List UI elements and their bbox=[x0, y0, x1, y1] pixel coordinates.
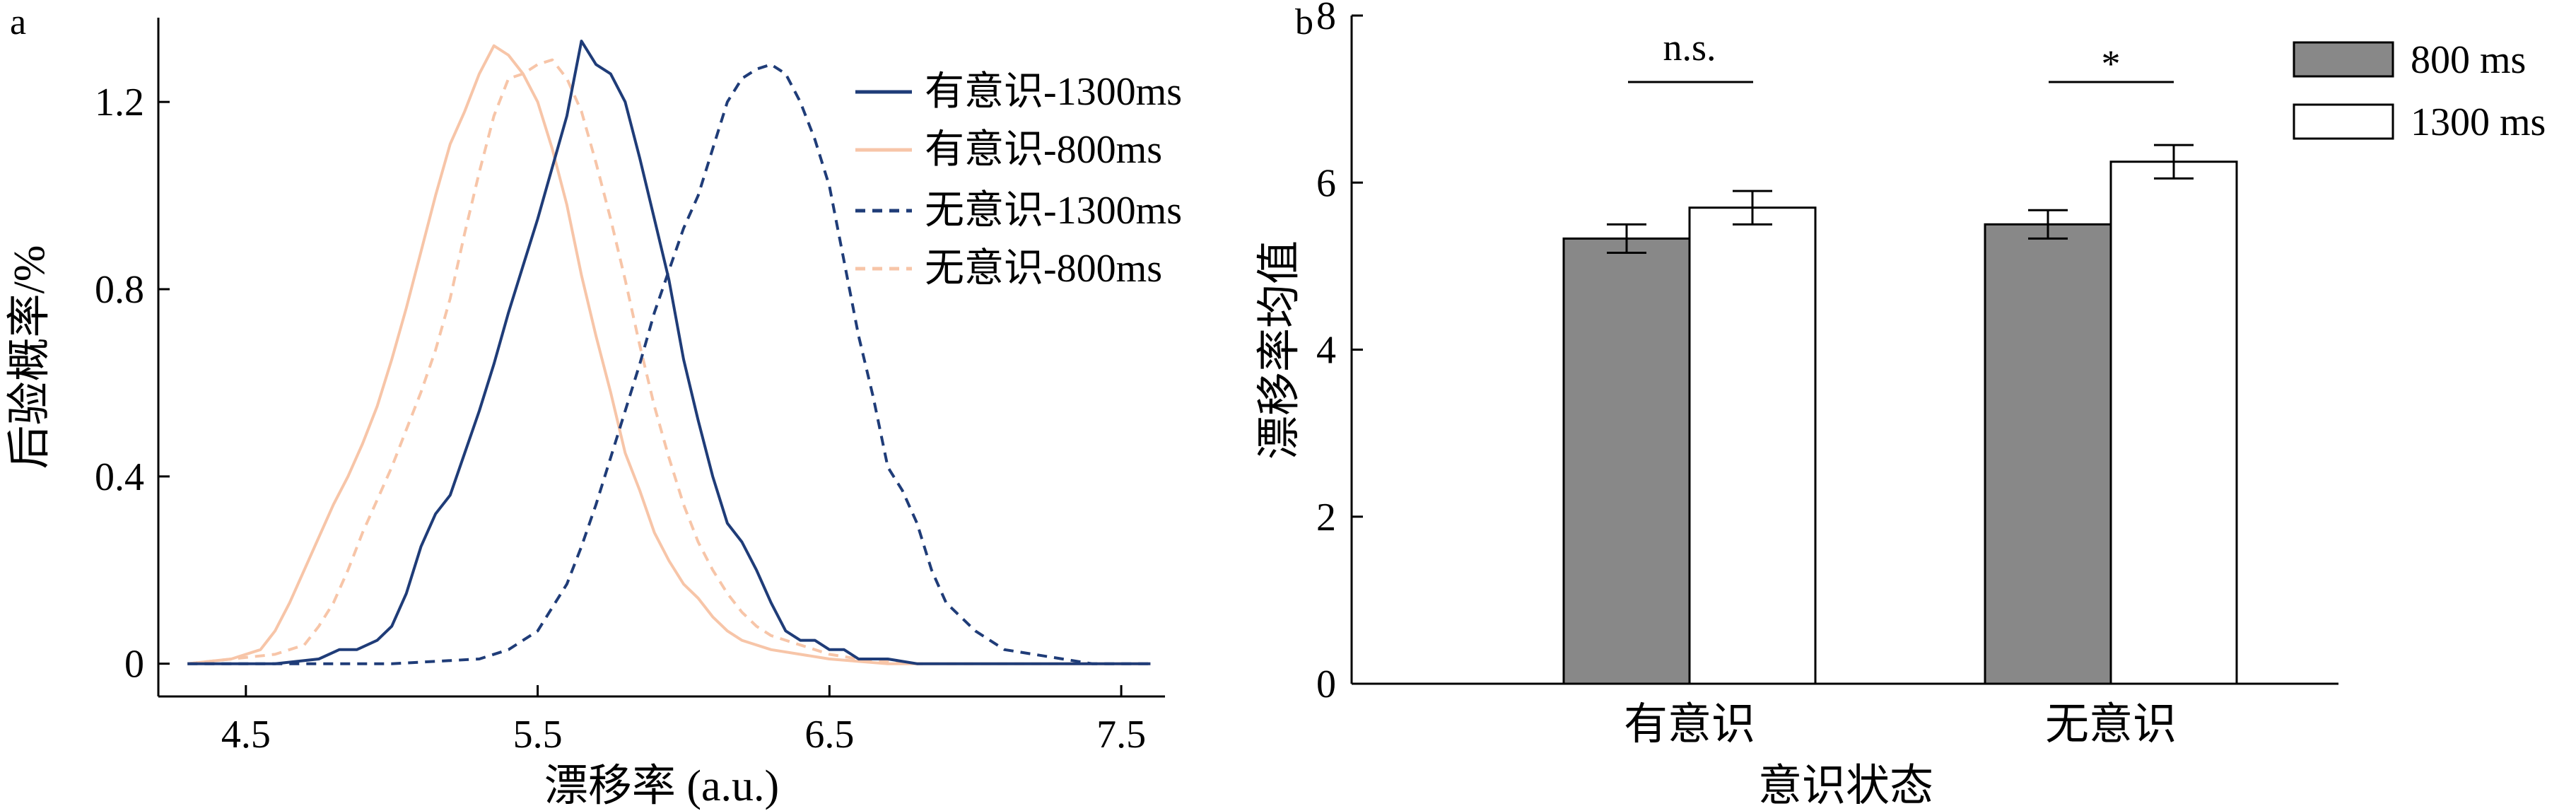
bar-conscious-1300ms bbox=[1688, 206, 1817, 685]
error-bar-unconscious-1300ms bbox=[2154, 144, 2194, 180]
sig-label-conscious: n.s. bbox=[1663, 26, 1716, 69]
panel-b-y-tick-label: 0 bbox=[1316, 663, 1336, 706]
panel-b-x-axis-label: 意识状态 bbox=[1758, 762, 1933, 810]
panel-a-legend: 有意识-1300ms 有意识-800ms 无意识-1300ms 无意识-800m… bbox=[855, 70, 1182, 291]
panel-a-y-tick-label: 1.2 bbox=[95, 81, 144, 124]
panel-a-x-axis-label: 漂移率 (a.u.) bbox=[544, 762, 779, 810]
legend-label-conscious-1300: 有意识-1300ms bbox=[925, 70, 1182, 114]
legend-label-1300ms: 1300 ms bbox=[2411, 100, 2546, 144]
panel-b-category-label: 有意识 bbox=[1624, 701, 1755, 749]
panel-b-y-tick-label: 6 bbox=[1316, 161, 1336, 205]
panel-b-bars-group bbox=[1562, 144, 2238, 685]
panel-b-y-tick-label: 4 bbox=[1316, 329, 1336, 373]
sig-label-unconscious: * bbox=[2102, 42, 2121, 85]
panel-b-y-tick-label: 2 bbox=[1316, 496, 1336, 539]
error-bar-unconscious-800ms bbox=[2028, 209, 2068, 240]
bar-conscious-800ms bbox=[1562, 237, 1691, 685]
panel-a-x-tick-label: 6.5 bbox=[804, 713, 854, 757]
panel-a-y-ticks: 0 0.4 0.8 1.2 bbox=[95, 81, 170, 687]
legend-swatch-800ms bbox=[2293, 41, 2394, 78]
panel-a-x-tick-label: 4.5 bbox=[221, 713, 271, 757]
legend-label-unconscious-800: 无意识-800ms bbox=[925, 247, 1162, 291]
panel-a-label: a bbox=[10, 2, 26, 42]
bar-unconscious-800ms bbox=[1984, 223, 2112, 685]
panel-a-x-tick-label: 5.5 bbox=[513, 713, 563, 757]
error-bar-conscious-800ms bbox=[1607, 223, 1646, 254]
panel-a-x-tick-label: 7.5 bbox=[1096, 713, 1146, 757]
panel-a-y-axis-label: 后验概率/% bbox=[6, 245, 54, 469]
panel-a-line-chart: a 4.5 5.5 6.5 7.5 0 0.4 0.8 1.2 漂移率 (a.u.) 后验概… bbox=[6, 2, 1182, 810]
panel-b-legend: 800 ms 1300 ms bbox=[2293, 38, 2546, 144]
panel-a-y-tick-label: 0.8 bbox=[95, 268, 144, 312]
legend-label-unconscious-1300: 无意识-1300ms bbox=[925, 189, 1182, 233]
legend-label-800ms: 800 ms bbox=[2411, 38, 2526, 82]
panel-b-bar-chart: b 0 2 4 6 8 有意识 无意识 意识状态 漂移率均值 n.s. * 800 ms … bbox=[1255, 0, 2546, 810]
panel-b-y-tick-label: 8 bbox=[1316, 0, 1336, 38]
legend-label-conscious-800: 有意识-800ms bbox=[925, 128, 1162, 172]
panel-b-y-axis-label: 漂移率均值 bbox=[1255, 240, 1304, 460]
bar-unconscious-1300ms bbox=[2109, 161, 2238, 685]
error-bar-conscious-1300ms bbox=[1733, 189, 1772, 226]
series-line-unconscious-1300 bbox=[187, 63, 1151, 665]
panel-a-y-tick-label: 0 bbox=[124, 643, 144, 687]
series-line-conscious-1300 bbox=[187, 40, 1151, 665]
panel-b-y-ticks: 0 2 4 6 8 bbox=[1316, 0, 1363, 706]
panel-a-series-group bbox=[187, 40, 1151, 665]
legend-swatch-1300ms bbox=[2293, 103, 2394, 140]
panel-b-label: b bbox=[1295, 2, 1313, 42]
panel-b-category-labels: 有意识 无意识 bbox=[1624, 701, 2177, 749]
panel-a-y-tick-label: 0.4 bbox=[95, 455, 144, 499]
panel-a-x-ticks: 4.5 5.5 6.5 7.5 bbox=[221, 685, 1146, 757]
panel-b-category-label: 无意识 bbox=[2045, 701, 2177, 749]
